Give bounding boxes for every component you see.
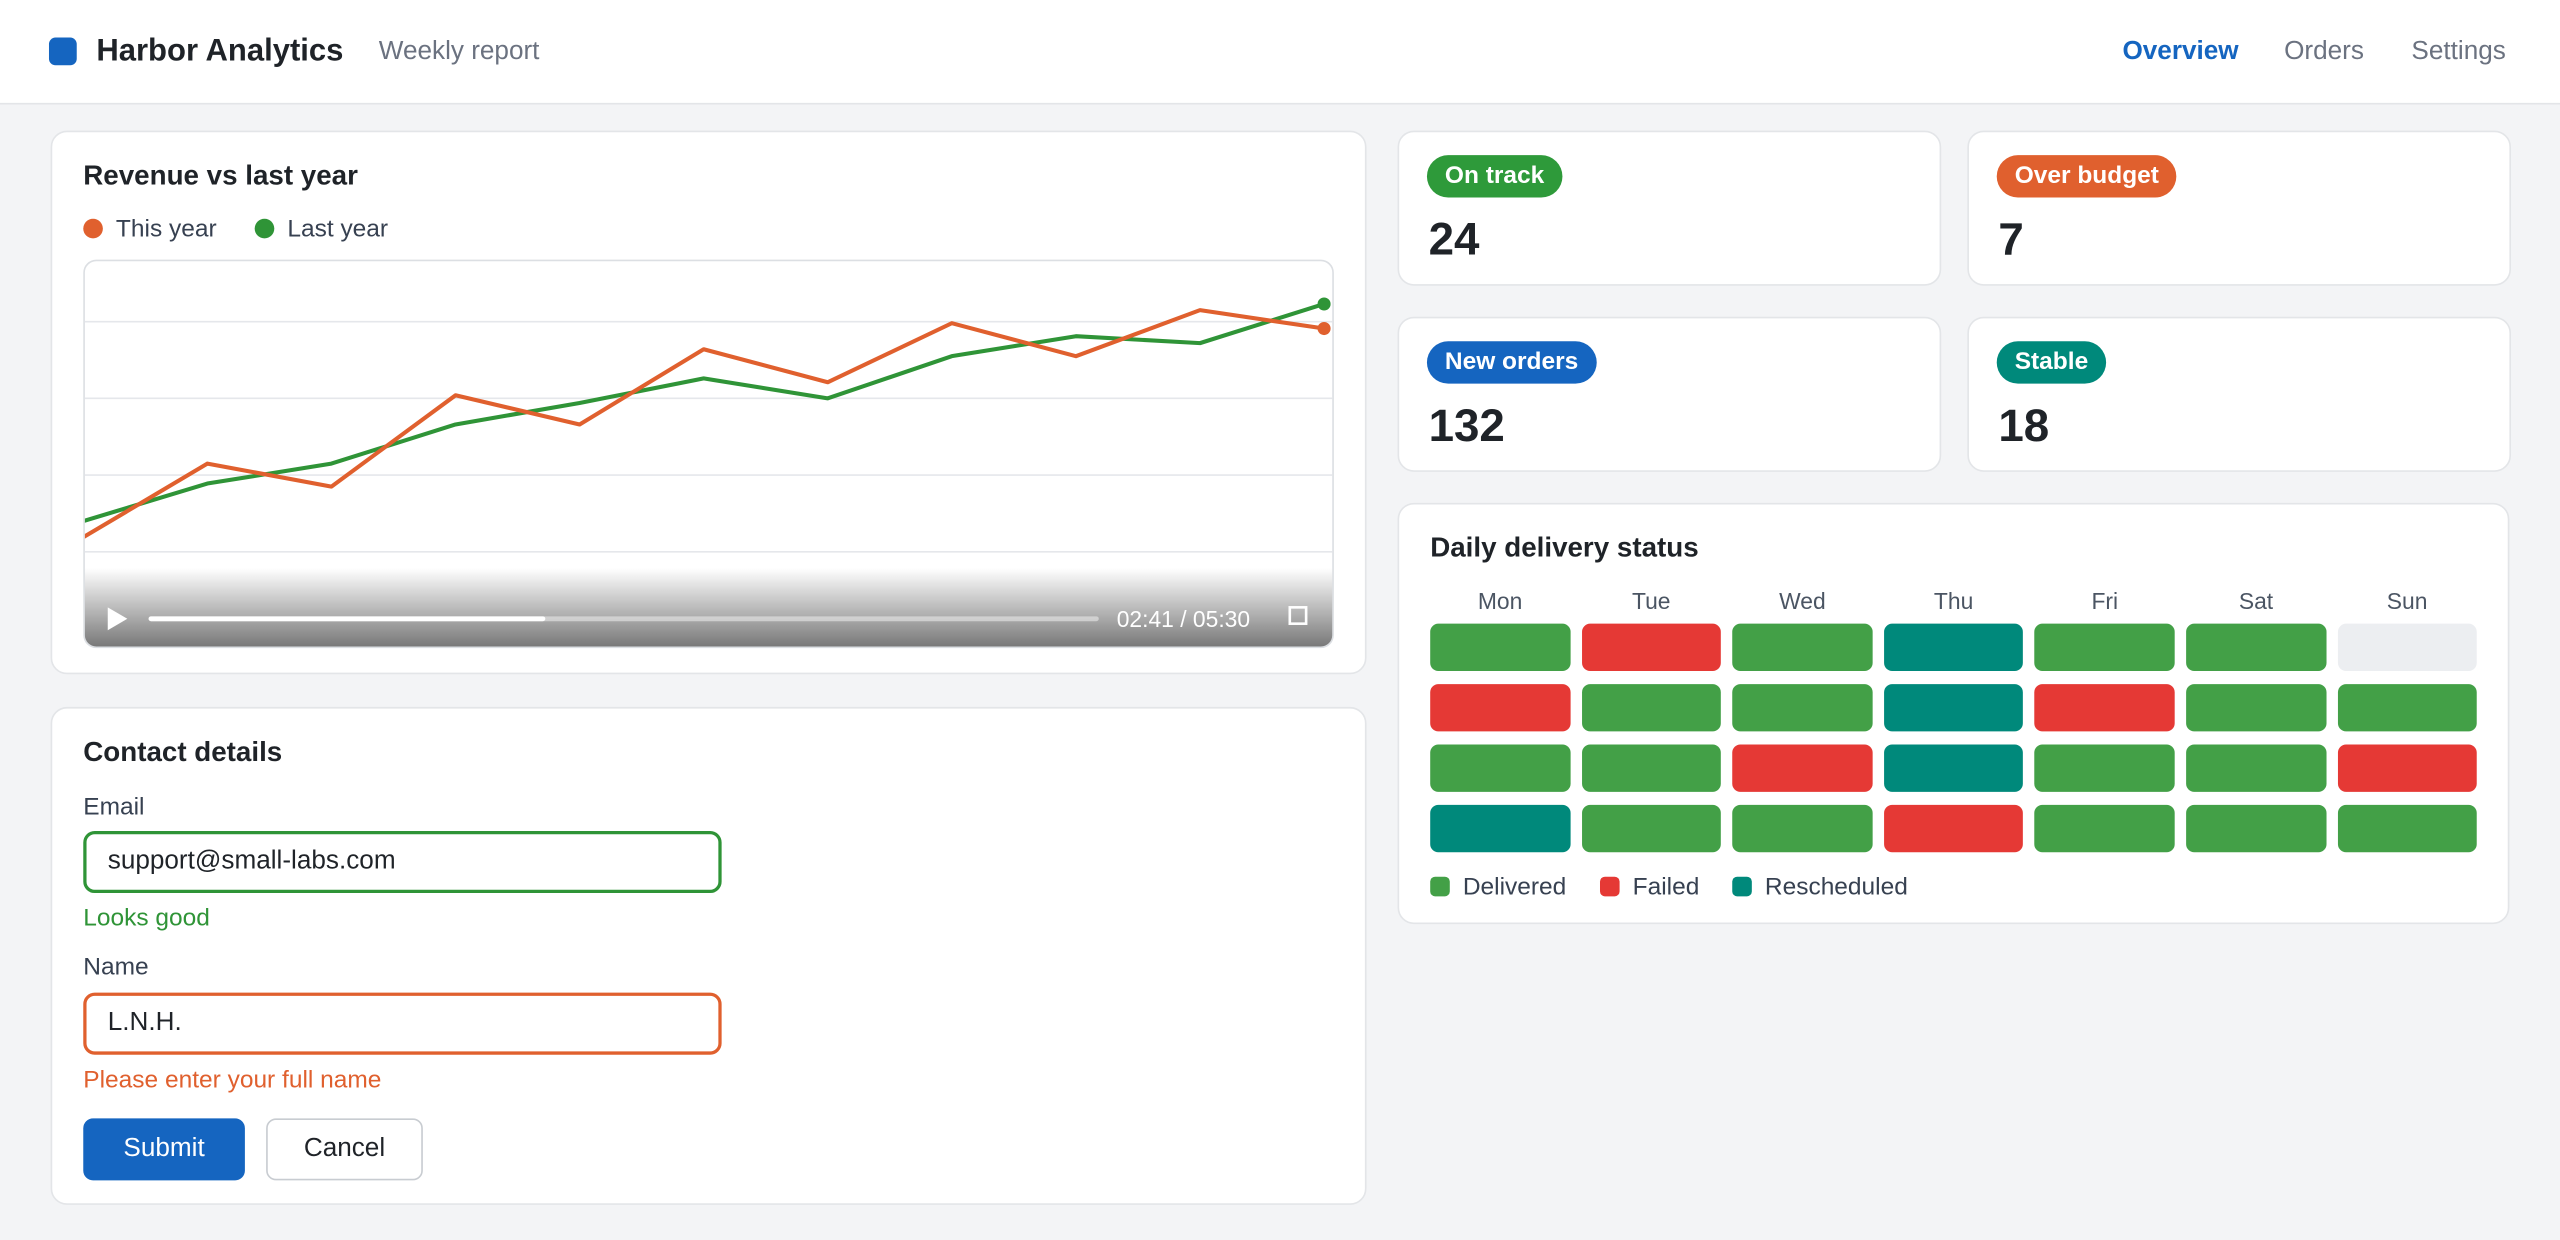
- status-cell: [2337, 804, 2478, 853]
- stat-value: 24: [1428, 213, 1480, 265]
- status-cell: [1883, 623, 2024, 672]
- header: Harbor Analytics Weekly report Overview O…: [0, 0, 2560, 105]
- day-label: Sun: [2386, 587, 2428, 614]
- name-input[interactable]: L.N.H.: [83, 992, 722, 1055]
- stat-value: 7: [1998, 213, 2024, 265]
- status-cell: [1430, 623, 1570, 672]
- end-point: [1317, 297, 1331, 311]
- series-line: [84, 308, 1325, 539]
- delivery-card: Daily delivery status Mon Tue Wed Thu Fri Sat…: [1397, 502, 2510, 925]
- status-badge: New orders: [1426, 341, 1597, 384]
- form-card: Contact details Email support@small-labs…: [50, 706, 1367, 1205]
- legend-label: Rescheduled: [1764, 873, 1908, 902]
- video-time: 02:41 / 05:30: [1117, 606, 1250, 632]
- status-cell: [2337, 744, 2478, 792]
- email-message: Looks good: [83, 904, 210, 933]
- subtitle: Weekly report: [378, 37, 540, 66]
- stat-value: 132: [1428, 399, 1505, 451]
- day-label: Mon: [1477, 587, 1523, 614]
- nav-link[interactable]: Orders: [2284, 37, 2364, 66]
- legend-swatch: [1430, 876, 1450, 897]
- legend-label: Last year: [287, 215, 389, 244]
- stat-card: Stable 18: [1967, 316, 2512, 472]
- day-label: Thu: [1933, 587, 1974, 614]
- status-cell: [1581, 804, 1722, 853]
- progress-fill: [148, 616, 546, 622]
- nav-link[interactable]: Settings: [2411, 37, 2506, 66]
- empty-cell: [2337, 623, 2478, 672]
- submit-button[interactable]: Submit: [83, 1118, 245, 1181]
- status-cell: [1732, 623, 1873, 672]
- chart-card: Revenue vs last year 02:41 / 05:30 This …: [50, 130, 1367, 675]
- day-label: Wed: [1779, 587, 1826, 614]
- status-cell: [2034, 623, 2175, 672]
- status-cell: [2186, 744, 2326, 792]
- status-cell: [1732, 684, 1873, 732]
- status-cell: [1581, 744, 1722, 792]
- end-point: [1317, 322, 1331, 336]
- status-cell: [1581, 623, 1722, 672]
- status-cell: [1883, 804, 2024, 853]
- legend-swatch: [1599, 876, 1620, 897]
- legend-dot: [254, 218, 275, 239]
- play-button[interactable]: [107, 607, 128, 631]
- legend-label: This year: [115, 215, 217, 244]
- chart-title: Revenue vs last year: [83, 159, 358, 192]
- status-cell: [2186, 804, 2326, 853]
- cancel-button[interactable]: Cancel: [266, 1118, 423, 1181]
- status-cell: [1732, 804, 1873, 853]
- day-label: Fri: [2091, 587, 2119, 614]
- status-cell: [1430, 804, 1570, 853]
- status-badge: Stable: [1996, 341, 2107, 384]
- name-label: Name: [83, 953, 149, 982]
- legend-swatch: [1732, 876, 1752, 897]
- brand: Harbor Analytics: [96, 34, 344, 69]
- day-label: Tue: [1631, 587, 1671, 614]
- email-label: Email: [83, 793, 145, 822]
- day-label: Sat: [2238, 587, 2274, 614]
- legend-dot: [83, 218, 103, 239]
- status-cell: [1581, 684, 1722, 732]
- name-message: Please enter your full name: [83, 1066, 382, 1094]
- video-controls: 02:41 / 05:30: [84, 568, 1333, 647]
- status-cell: [1732, 744, 1873, 792]
- stat-card: Over budget 7: [1967, 130, 2512, 286]
- series-line: [84, 302, 1325, 523]
- status-cell: [1883, 684, 2024, 732]
- delivery-title: Daily delivery status: [1430, 532, 1699, 564]
- video-frame: 02:41 / 05:30: [83, 259, 1334, 649]
- status-badge: On track: [1426, 155, 1563, 198]
- controls-bg: [84, 568, 1333, 647]
- chart: [84, 297, 1333, 553]
- fullscreen-button[interactable]: [1288, 606, 1308, 625]
- status-cell: [2034, 804, 2175, 853]
- stat-card: New orders 132: [1397, 316, 1942, 472]
- legend-label: Delivered: [1462, 873, 1567, 902]
- status-cell: [1430, 684, 1570, 732]
- form-title: Contact details: [83, 736, 283, 768]
- legend-label: Failed: [1632, 873, 1700, 902]
- email-input[interactable]: support@small-labs.com: [83, 831, 722, 894]
- status-cell: [2186, 623, 2326, 672]
- nav-link[interactable]: Overview: [2122, 37, 2239, 66]
- status-cell: [2186, 684, 2326, 732]
- status-cell: [2034, 744, 2175, 792]
- stat-value: 18: [1998, 399, 2050, 451]
- stat-card: On track 24: [1397, 130, 1942, 286]
- status-badge: Over budget: [1996, 155, 2177, 198]
- status-cell: [2034, 684, 2175, 732]
- status-cell: [1883, 744, 2024, 792]
- status-cell: [2337, 684, 2478, 732]
- logo: [48, 37, 77, 66]
- status-cell: [1430, 744, 1570, 792]
